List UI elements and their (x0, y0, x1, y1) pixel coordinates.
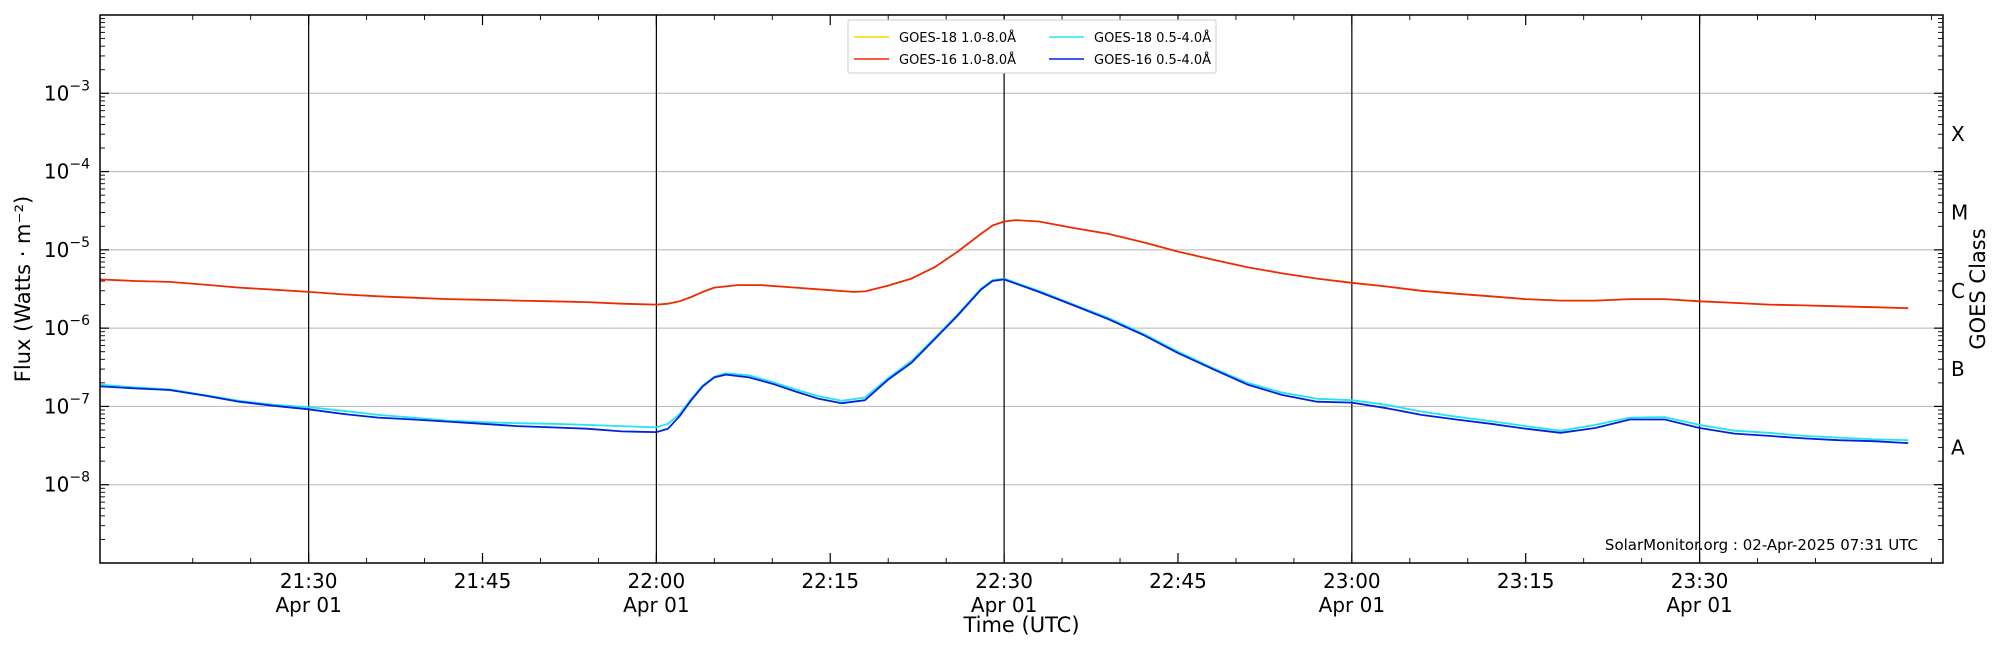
x-tick-label: 23:15 (1497, 569, 1555, 593)
y-tick-base: 10 (44, 238, 69, 262)
x-tick-label: 23:30 (1671, 569, 1729, 593)
y-tick-label: 10−5 (44, 235, 90, 262)
goes-class-label: B (1951, 357, 1965, 381)
x-tick-label: 21:45 (454, 569, 512, 593)
y-tick-label: 10−8 (44, 470, 90, 497)
credit-text: SolarMonitor.org : 02-Apr-2025 07:31 UTC (1605, 536, 1918, 554)
y-tick-exponent: −5 (69, 235, 90, 251)
legend-label: GOES-18 1.0-8.0Å (899, 30, 1016, 46)
y-tick-exponent: −6 (69, 313, 90, 329)
y-axis-title: Flux (Watts · m⁻²) (11, 196, 35, 382)
y-tick-base: 10 (44, 316, 69, 340)
x-tick-label: 21:30 (280, 569, 338, 593)
y-tick-label: 10−6 (44, 313, 90, 340)
goes-class-label: X (1951, 122, 1965, 146)
x-tick-label: 22:30 (975, 569, 1033, 593)
x-tick-date-label: Apr 01 (1666, 593, 1732, 617)
x-tick-date-label: Apr 01 (275, 593, 341, 617)
legend-label: GOES-18 0.5-4.0Å (1094, 30, 1211, 46)
y-tick-base: 10 (44, 394, 69, 418)
x-tick-label: 22:45 (1149, 569, 1207, 593)
y-tick-label: 10−7 (44, 391, 90, 418)
goes-class-label: M (1951, 201, 1968, 225)
legend-label: GOES-16 1.0-8.0Å (899, 52, 1016, 68)
x-tick-label: 23:00 (1323, 569, 1381, 593)
x-axis-title: Time (UTC) (962, 613, 1079, 637)
x-tick-label: 22:00 (628, 569, 686, 593)
x-tick-label: 22:15 (801, 569, 859, 593)
x-tick-date-label: Apr 01 (1319, 593, 1385, 617)
series-line-1 (99, 277, 1909, 442)
y-tick-label: 10−4 (44, 157, 90, 184)
series-layer (99, 219, 1909, 444)
plot-frame (99, 14, 1944, 564)
y-tick-exponent: −7 (69, 391, 90, 407)
series-line-2 (99, 219, 1909, 310)
goes-class-label: C (1951, 279, 1965, 303)
series-line-3 (99, 278, 1909, 444)
y-tick-exponent: −8 (69, 470, 90, 486)
y-tick-label: 10−3 (44, 78, 90, 105)
legend-box (847, 19, 1217, 74)
goes-class-axis-title: GOES Class (1966, 228, 1990, 349)
grid-layer (100, 15, 1943, 563)
y-tick-exponent: −4 (69, 157, 90, 173)
y-tick-base: 10 (44, 81, 69, 105)
goes-class-label: A (1951, 435, 1965, 459)
x-tick-date-label: Apr 01 (971, 593, 1037, 617)
legend-label: GOES-16 0.5-4.0Å (1094, 52, 1211, 68)
y-tick-base: 10 (44, 160, 69, 184)
y-tick-exponent: −3 (69, 78, 90, 94)
y-tick-base: 10 (44, 473, 69, 497)
x-tick-date-label: Apr 01 (623, 593, 689, 617)
legend: GOES-18 1.0-8.0Å GOES-16 1.0-8.0Å GOES-18 … (847, 19, 1217, 74)
